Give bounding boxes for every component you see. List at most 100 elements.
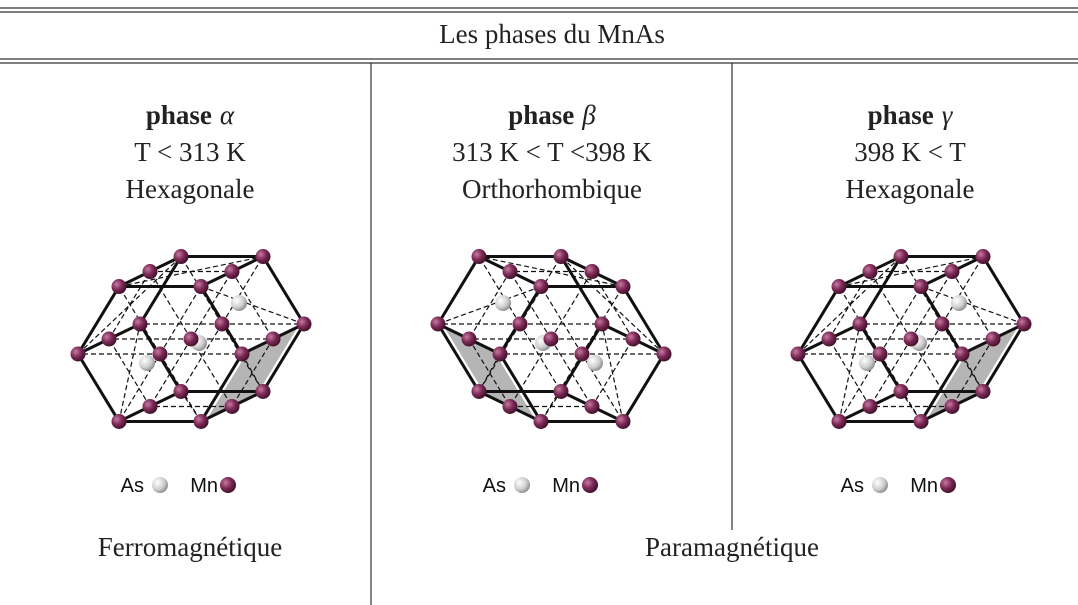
bond [519, 323, 562, 392]
mn-atom [173, 383, 189, 399]
mn-atom [625, 331, 641, 347]
bond [981, 323, 1026, 393]
bond [900, 256, 943, 325]
mn-atom [111, 279, 127, 295]
bond [509, 271, 552, 340]
mn-atom [584, 398, 600, 414]
bond [828, 271, 871, 340]
mn-atom [173, 249, 189, 265]
mn-atom [502, 398, 518, 414]
bond [981, 255, 1026, 325]
bond [828, 338, 871, 407]
mn-atom [142, 398, 158, 414]
mn-atom [111, 413, 127, 429]
bond [468, 271, 511, 340]
bond [838, 353, 881, 422]
bond [437, 285, 542, 325]
bond [621, 285, 666, 355]
as-atom [139, 355, 155, 371]
mn-atom [615, 413, 631, 429]
bond [199, 353, 244, 423]
bond [180, 256, 223, 325]
mn-atom [533, 279, 549, 295]
bond [900, 391, 922, 422]
legend-mn-swatch [582, 477, 598, 493]
bond [190, 338, 233, 407]
crystal-system: Hexagonale [846, 174, 975, 204]
bond [478, 255, 624, 288]
mn-atom [70, 346, 86, 362]
mn-atom [142, 264, 158, 280]
bond [436, 323, 481, 393]
bond [951, 338, 994, 407]
as-atom [951, 295, 967, 311]
bond [221, 323, 264, 392]
mn-atom [831, 279, 847, 295]
mn-atom [553, 249, 569, 265]
mn-atom [512, 316, 528, 332]
magnetism: Ferromagnétique [98, 532, 282, 562]
bond [838, 286, 881, 355]
mn-atom [183, 331, 199, 347]
mn-atom [656, 346, 672, 362]
mn-atom [152, 346, 168, 362]
bond [436, 255, 481, 325]
phase-condition: 313 K < T <398 K [452, 137, 652, 167]
mn-atom [852, 316, 868, 332]
bond [879, 353, 922, 422]
bond [118, 286, 161, 355]
crystal-system: Orthorhombique [462, 174, 642, 204]
bond [180, 323, 223, 392]
mn-atom [296, 316, 312, 332]
bond [591, 271, 634, 340]
legend-as-swatch [872, 477, 888, 493]
as-atom [231, 295, 247, 311]
legend-label: As [121, 475, 144, 497]
shaded-plane [207, 327, 298, 419]
bond [221, 256, 264, 325]
mn-atom [255, 249, 271, 265]
mn-atom [862, 264, 878, 280]
as-atom [495, 295, 511, 311]
legend-as-swatch [152, 477, 168, 493]
bond [869, 338, 912, 407]
phase-symbol: α [220, 100, 235, 130]
mn-atom [553, 383, 569, 399]
mn-atom [224, 398, 240, 414]
mn-atom [944, 264, 960, 280]
bond [941, 256, 984, 325]
bond [540, 391, 562, 422]
bond [941, 323, 984, 392]
legend-label: Mn [910, 475, 938, 497]
mn-atom [430, 316, 446, 332]
mn-atom [214, 316, 230, 332]
legend-label: As [841, 475, 864, 497]
bond [159, 286, 202, 355]
mn-atom [594, 316, 610, 332]
mn-atom [862, 398, 878, 414]
mn-atom [193, 279, 209, 295]
bond [231, 271, 274, 340]
legend-as-swatch [514, 477, 530, 493]
bond [540, 353, 583, 422]
phase-word: phase [146, 100, 212, 130]
bond [879, 286, 922, 355]
mn-atom [893, 249, 909, 265]
bond [118, 255, 264, 288]
phase-condition: 398 K < T [854, 137, 966, 167]
mn-atom [224, 264, 240, 280]
as-atom [859, 355, 875, 371]
bond [838, 323, 861, 422]
bond [108, 271, 151, 340]
crystal-system: Hexagonale [126, 174, 255, 204]
phase-name: phase β [508, 100, 596, 130]
bond [190, 271, 233, 340]
mn-atom [985, 331, 1001, 347]
bond [180, 391, 202, 422]
crystal-structure [70, 249, 312, 429]
bond [138, 255, 183, 325]
magnetism: Paramagnétique [645, 532, 819, 562]
bond [559, 255, 604, 325]
mn-atom [893, 383, 909, 399]
